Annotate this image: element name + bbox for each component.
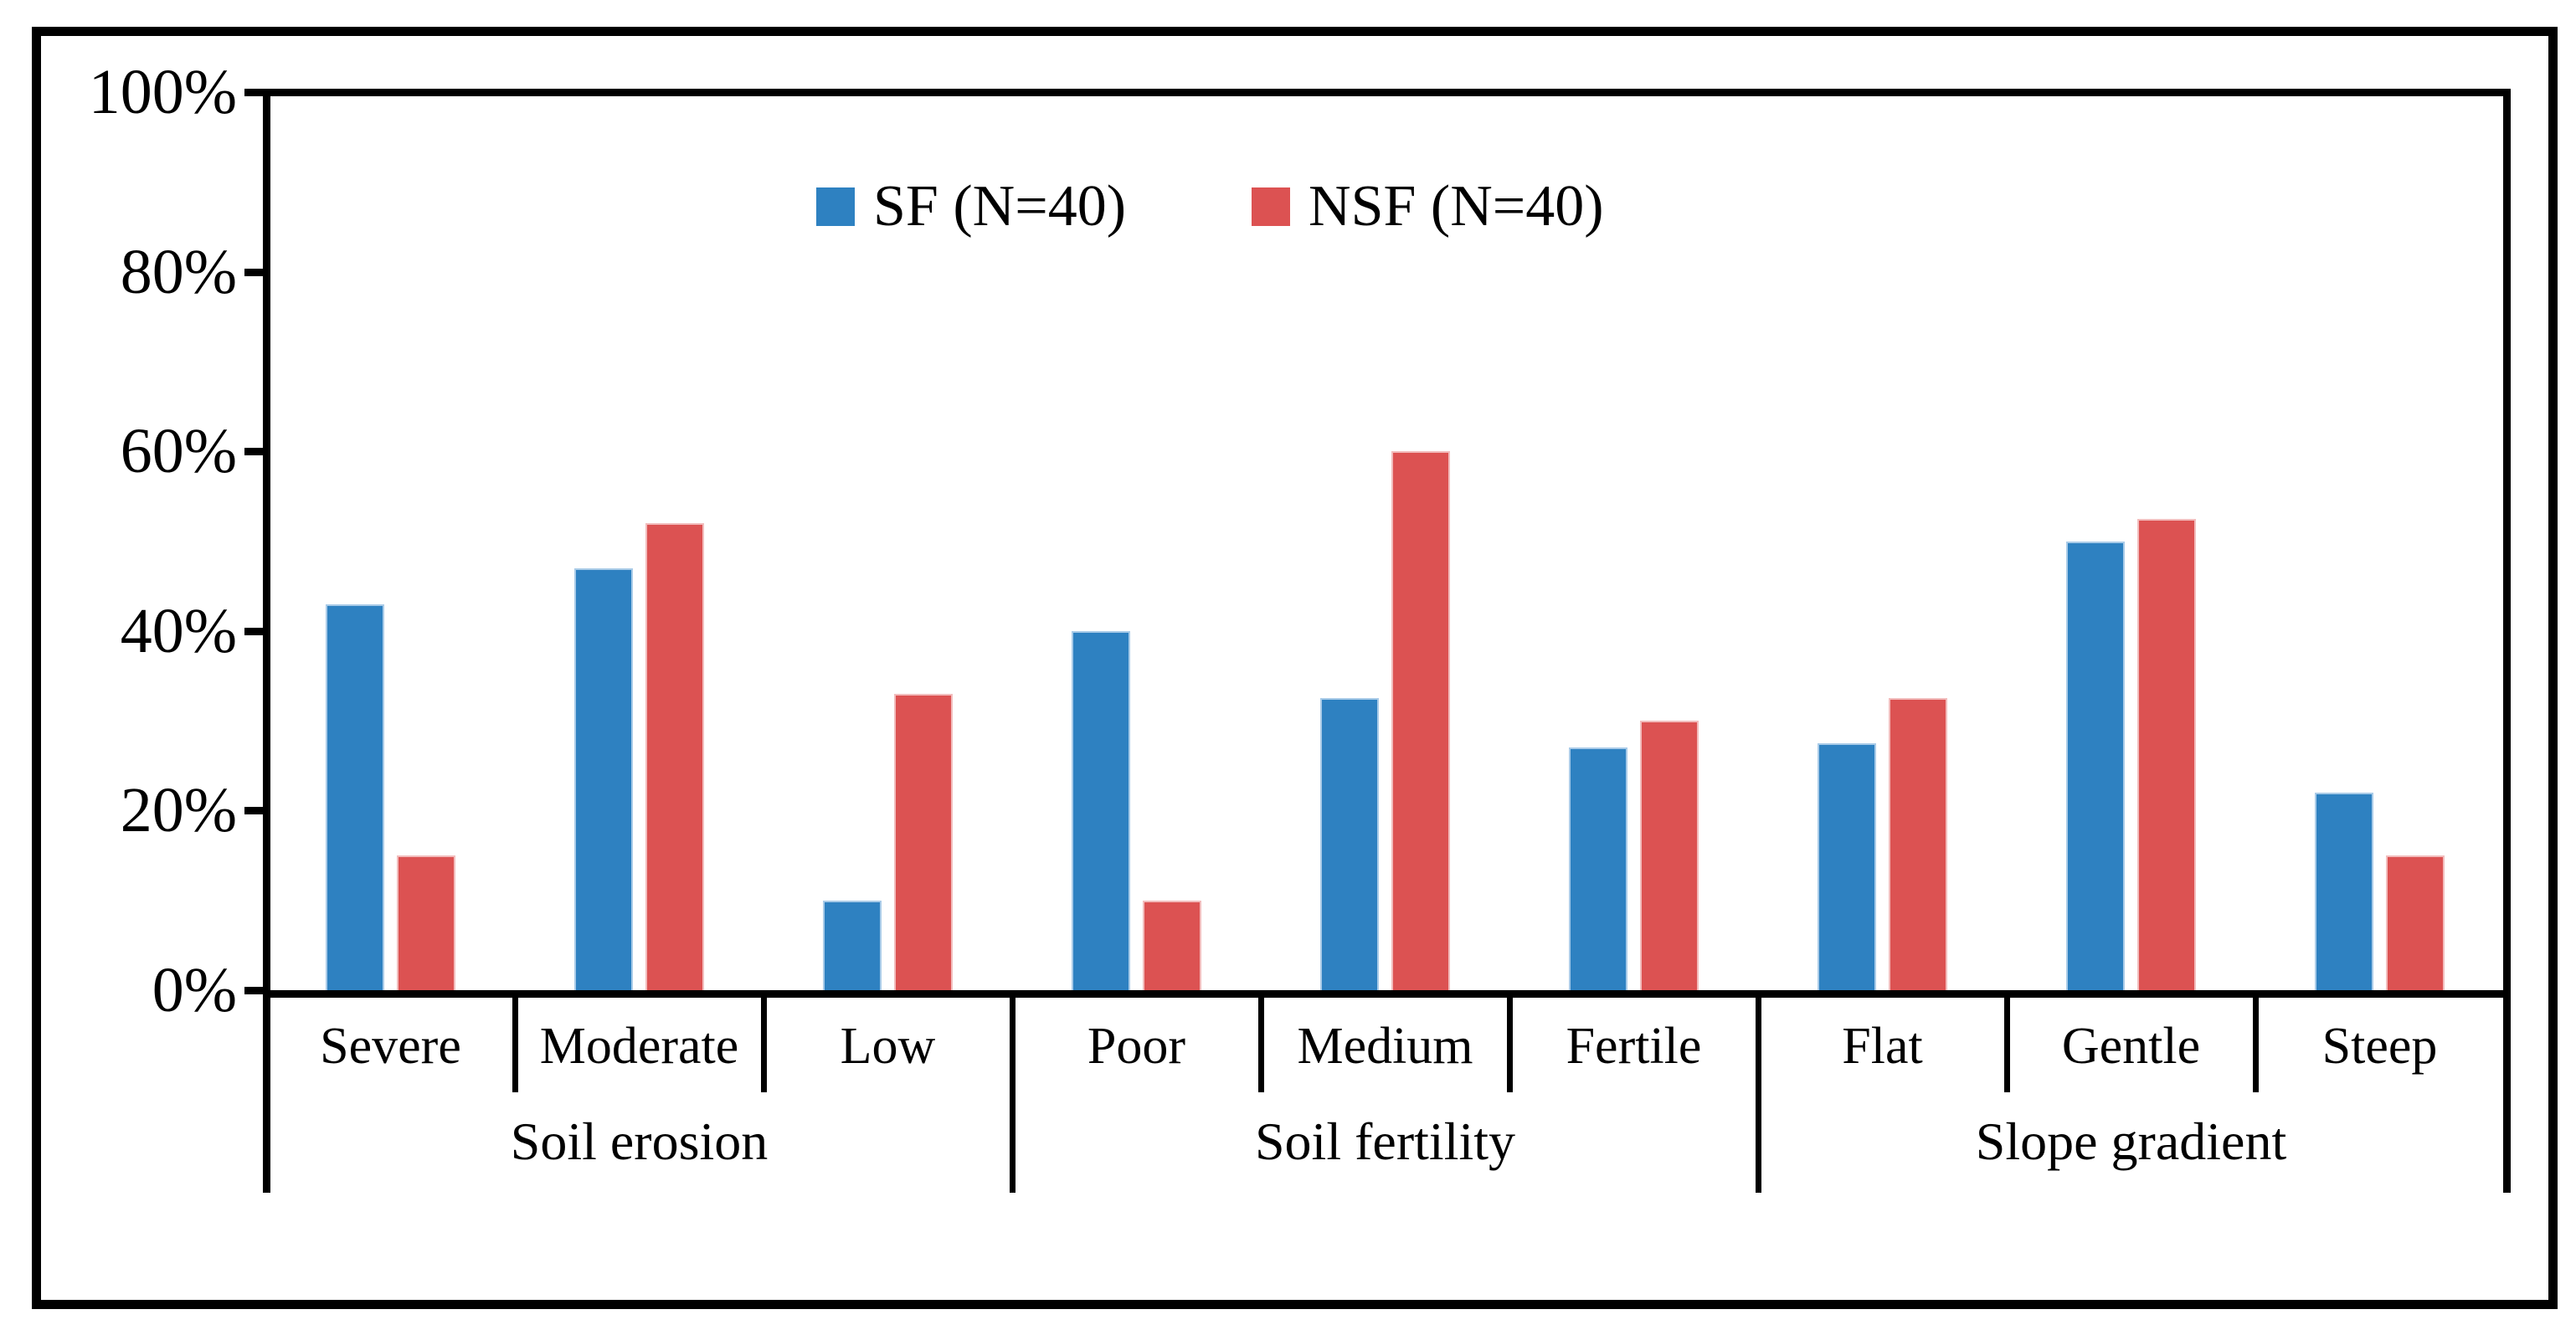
bar-nsf-severe [397, 855, 455, 990]
y-axis-label-60: 60% [120, 416, 237, 487]
category-label-low: Low [840, 1017, 936, 1075]
bar-nsf-steep [2386, 855, 2445, 990]
group-label-soil-erosion: Soil erosion [510, 1112, 769, 1171]
category-separator-2 [760, 998, 767, 1092]
category-label-medium: Medium [1297, 1017, 1473, 1075]
category-label-flat: Flat [1842, 1017, 1923, 1075]
bar-sf-medium [1320, 698, 1379, 990]
category-label-poor: Poor [1087, 1017, 1186, 1075]
legend-swatch-nsf-icon [1252, 187, 1291, 226]
legend-swatch-sf-icon [816, 187, 855, 226]
group-separator-3 [1009, 998, 1015, 1193]
category-separator-5 [1506, 998, 1513, 1092]
x-axis-line [263, 990, 2511, 998]
y-tick-60 [244, 448, 266, 456]
legend-label-nsf: NSF (N=40) [1309, 174, 1604, 239]
bar-sf-poor [1072, 630, 1130, 990]
group-label-soil-fertility: Soil fertility [1254, 1112, 1516, 1171]
bar-sf-steep [2315, 792, 2373, 990]
y-axis-label-0: 0% [152, 955, 237, 1025]
y-axis-label-100: 100% [88, 57, 237, 127]
chart-outer-border [32, 27, 2558, 1309]
legend-item-sf: SF (N=40) [816, 177, 1126, 236]
category-separator-7 [2003, 998, 2010, 1092]
bar-sf-flat [1818, 742, 1876, 990]
category-label-fertile: Fertile [1566, 1017, 1702, 1075]
plot-top-line [263, 89, 2511, 96]
bar-sf-gentle [2066, 541, 2125, 990]
bar-nsf-low [894, 693, 953, 990]
y-tick-100 [244, 89, 266, 96]
legend-item-nsf: NSF (N=40) [1252, 177, 1604, 236]
category-label-steep: Steep [2321, 1017, 2438, 1075]
y-tick-80 [244, 268, 266, 276]
y-axis-label-40: 40% [120, 595, 237, 666]
bar-nsf-flat [1889, 698, 1947, 990]
category-separator-8 [2252, 998, 2259, 1092]
y-axis-line [263, 89, 270, 1193]
legend-label-sf: SF (N=40) [873, 174, 1127, 239]
plot-right-line [2503, 89, 2511, 1193]
bar-nsf-poor [1143, 900, 1201, 990]
bar-nsf-gentle [2137, 518, 2196, 990]
y-tick-20 [244, 807, 266, 815]
bar-sf-moderate [574, 567, 633, 990]
group-separator-6 [1755, 998, 1761, 1193]
bar-nsf-fertile [1640, 721, 1699, 990]
bar-nsf-medium [1391, 451, 1450, 990]
y-tick-0 [244, 987, 266, 994]
y-axis-label-20: 20% [120, 775, 237, 846]
category-label-gentle: Gentle [2061, 1017, 2201, 1075]
category-label-moderate: Moderate [539, 1017, 739, 1075]
bar-sf-fertile [1569, 747, 1627, 990]
group-label-slope-gradient: Slope gradient [1975, 1112, 2287, 1171]
bar-nsf-moderate [645, 523, 704, 990]
bar-sf-low [823, 900, 882, 990]
category-separator-4 [1257, 998, 1264, 1092]
y-tick-40 [244, 627, 266, 635]
legend: SF (N=40) NSF (N=40) [816, 177, 1604, 236]
bar-sf-severe [326, 603, 384, 990]
category-label-severe: Severe [320, 1017, 461, 1075]
category-separator-1 [512, 998, 518, 1092]
y-axis-label-80: 80% [120, 236, 237, 307]
